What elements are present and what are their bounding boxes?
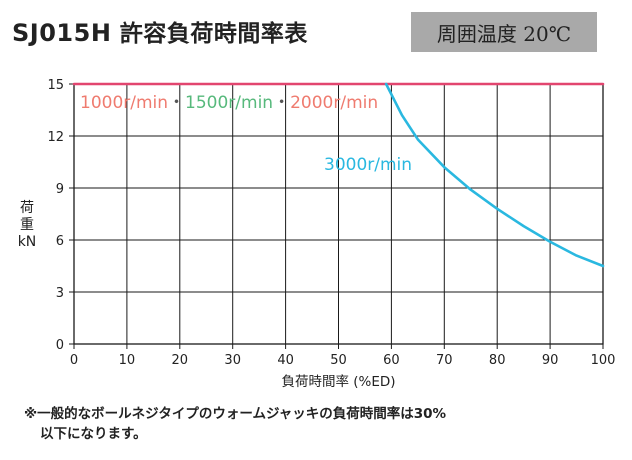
ambient-temperature-badge: 周囲温度 20℃ [411, 12, 597, 52]
y-axis-label: 重 [20, 217, 34, 233]
series-label-part: 2000r/min [290, 93, 378, 113]
series-line-1 [384, 82, 605, 268]
title-text: 許容負荷時間率表 [119, 21, 308, 47]
y-axis-label: 荷 [20, 200, 34, 216]
axes [69, 83, 604, 349]
series-label-part: ・ [168, 93, 185, 113]
series-label-part: 1000r/min [80, 93, 168, 113]
x-tick-label: 100 [591, 353, 616, 368]
x-tick-label: 80 [489, 353, 506, 368]
load-time-chart: 0 10 20 30 40 50 60 70 80 90 100036912151000r/min・… [18, 78, 616, 390]
chart-title: SJ015H 許容負荷時間率表 [12, 14, 308, 48]
x-tick-label: 70 [436, 353, 453, 368]
footnote-line-2: 以下になります。 [40, 426, 147, 442]
series [72, 82, 605, 268]
footnote-line-1: ※一般的なボールネジタイプのウォームジャッキの負荷時間率は30% [24, 406, 447, 422]
x-tick-label: 10 [119, 353, 136, 368]
y-tick-label: 9 [56, 182, 64, 197]
model-name: SJ015H [12, 19, 112, 47]
series-label-3000: 3000r/min [324, 155, 412, 175]
x-tick-label: 50 [330, 353, 347, 368]
labels: 0 10 20 30 40 50 60 70 80 90 100036912151000r/min・… [18, 78, 616, 390]
x-axis-label: 負荷時間率 (%ED) [281, 373, 395, 390]
x-tick-label: 40 [277, 353, 294, 368]
y-tick-label: 6 [56, 234, 64, 249]
series-label-low-speed: 1000r/min・1500r/min・2000r/min [80, 93, 378, 113]
x-tick-label: 90 [542, 353, 559, 368]
y-tick-label: 15 [47, 78, 64, 93]
x-tick-label: 0 [70, 353, 78, 368]
y-tick-label: 3 [56, 286, 64, 301]
y-axis-label: kN [18, 234, 37, 250]
x-tick-label: 60 [383, 353, 400, 368]
series-label-part: 1500r/min [185, 93, 273, 113]
footnote: ※一般的なボールネジタイプのウォームジャッキの負荷時間率は30% 以下になります… [24, 404, 446, 444]
y-tick-label: 0 [56, 338, 64, 353]
x-tick-label: 30 [224, 353, 241, 368]
x-tick-label: 20 [172, 353, 189, 368]
grid [74, 84, 603, 344]
y-tick-label: 12 [47, 130, 64, 145]
series-label-part: ・ [273, 93, 290, 113]
